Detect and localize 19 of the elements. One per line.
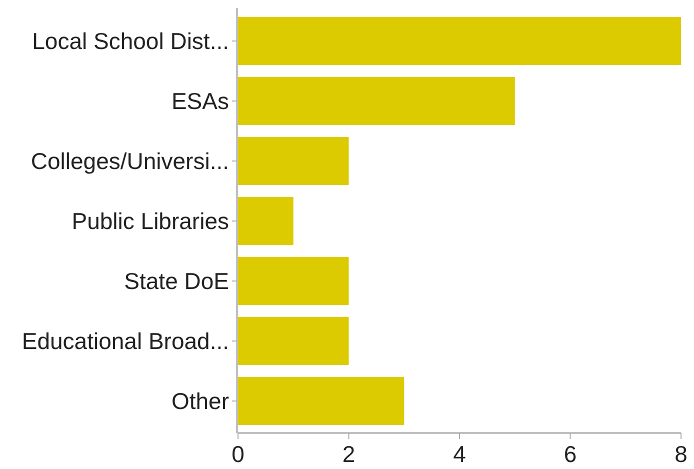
bar [238, 317, 349, 365]
y-tick-label: State DoE [124, 268, 229, 294]
x-tick-label: 8 [674, 441, 688, 467]
bar [238, 197, 294, 245]
x-tick-label: 4 [453, 441, 466, 467]
y-tick-label: Public Libraries [72, 208, 229, 234]
bar [238, 17, 681, 65]
y-tick-label: Local School Dist... [32, 28, 229, 54]
x-tick-label: 6 [564, 441, 577, 467]
y-tick-label: Colleges/Universi... [30, 148, 229, 174]
x-tick-label: 0 [232, 441, 244, 467]
y-tick-label: ESAs [171, 88, 229, 114]
bar [238, 77, 515, 125]
bar [238, 377, 404, 425]
bar [238, 257, 349, 305]
y-tick-label: Other [171, 388, 230, 414]
x-tick-label: 2 [342, 441, 356, 467]
y-tick-label: Educational Broad... [22, 328, 229, 354]
bar [238, 137, 349, 185]
